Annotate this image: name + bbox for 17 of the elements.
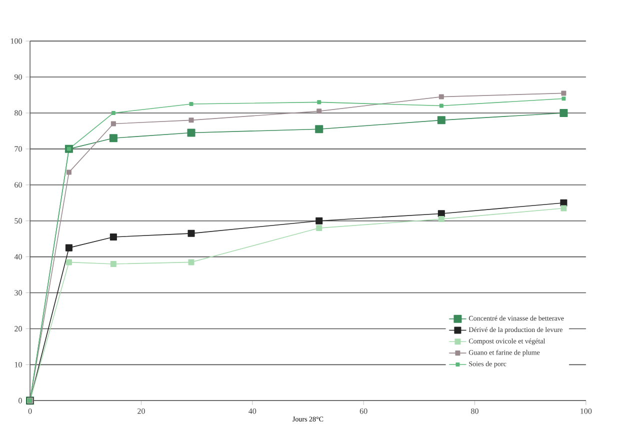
- x-tick-label: 60: [360, 408, 368, 414]
- y-tick-label: 20: [14, 326, 22, 332]
- x-tick-label: 40: [248, 408, 256, 414]
- y-tick-label: 10: [14, 362, 22, 368]
- x-tick-label: 100: [580, 408, 592, 414]
- y-tick-label: 90: [14, 74, 22, 80]
- y-tick-label: 80: [14, 110, 22, 116]
- x-tick-label: 20: [138, 408, 145, 414]
- x-tick-label: 80: [471, 408, 478, 414]
- y-tick-label: 60: [14, 182, 22, 188]
- y-tick-label: 100: [10, 38, 22, 44]
- y-tick-label: 0: [18, 398, 22, 404]
- x-tick-label: 0: [28, 408, 32, 414]
- y-tick-label: 50: [14, 218, 22, 224]
- y-tick-label: 70: [14, 146, 22, 152]
- y-tick-label: 40: [14, 254, 22, 260]
- y-tick-label: 30: [14, 290, 22, 296]
